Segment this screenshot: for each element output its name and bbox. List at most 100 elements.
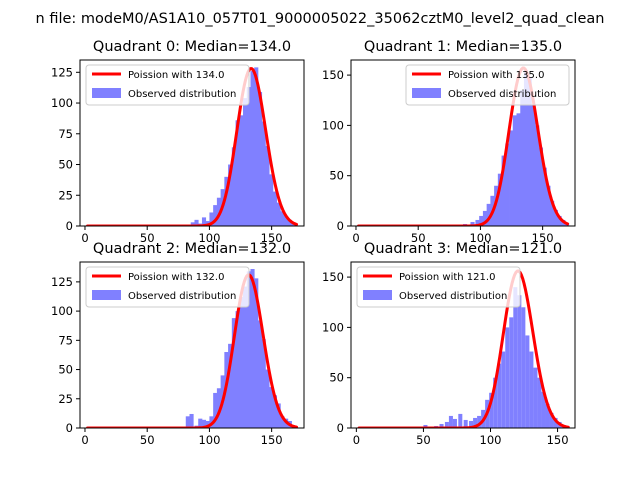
histogram-bar — [541, 391, 546, 428]
histogram-bar — [501, 351, 506, 428]
histogram-bar — [505, 327, 510, 428]
legend-line-label: Poission with 134.0 — [128, 70, 224, 81]
histogram-bar — [190, 222, 195, 226]
histogram-bar — [505, 143, 510, 226]
legend-hist-swatch — [363, 290, 392, 300]
y-tick-label: 125 — [51, 65, 73, 79]
x-tick-label: 150 — [261, 433, 283, 447]
axes-frame — [350, 261, 576, 429]
chart-panel-3: 0 50 100 150 0 50 100 150 Quadrant 3: Median=121… — [322, 241, 576, 447]
histogram-bar — [257, 320, 263, 428]
histogram-bar — [516, 113, 521, 226]
histogram-bar — [493, 377, 498, 428]
legend-line-label: Poission with 121.0 — [399, 272, 495, 283]
x-tick-label: 100 — [198, 433, 220, 447]
histogram-bar — [469, 420, 474, 428]
y-tick-label: 50 — [329, 371, 344, 385]
chart-title: Quadrant 2: Median=132.0 — [93, 241, 291, 257]
x-tick-label: 0 — [353, 433, 360, 447]
histogram-bar — [523, 70, 529, 226]
y-tick-label: 150 — [322, 68, 344, 82]
y-tick-label: 0 — [337, 421, 344, 435]
legend: Poission with 134.0 Observed distribution — [85, 64, 250, 106]
histogram-bar — [545, 403, 550, 428]
legend-hist-swatch — [412, 88, 441, 98]
histogram-bar — [228, 343, 233, 428]
legend-hist-label: Observed distribution — [128, 291, 236, 302]
y-tick-label: 150 — [322, 270, 344, 284]
histogram-bar — [521, 307, 526, 428]
legend-line-label: Poission with 132.0 — [128, 272, 224, 283]
histogram-bar — [501, 155, 506, 226]
x-tick-label: 0 — [81, 433, 88, 447]
histogram-bar — [444, 421, 449, 428]
y-tick-label: 100 — [51, 96, 73, 110]
histogram-bar — [265, 369, 270, 428]
x-tick-label: 150 — [532, 231, 554, 245]
chart-panel-0: 0 50 100 150 0 25 50 75 100 125 Quadrant 0: Median… — [51, 39, 305, 245]
histogram-bar — [265, 146, 270, 226]
x-tick-label: 50 — [416, 433, 431, 447]
histogram-bar — [549, 412, 554, 428]
histogram-bar — [477, 415, 482, 428]
histogram-bar — [235, 311, 240, 428]
legend-line-label: Poission with 135.0 — [448, 70, 544, 81]
y-tick-label: 100 — [322, 118, 344, 132]
histogram-bar — [512, 115, 517, 226]
y-tick-label: 50 — [58, 363, 73, 377]
chart-title: Quadrant 3: Median=121.0 — [364, 241, 562, 257]
histogram-bar — [228, 164, 233, 226]
histogram-bar — [475, 219, 480, 226]
y-tick-label: 100 — [322, 320, 344, 334]
histogram-bar — [448, 415, 453, 428]
histogram-bar — [261, 121, 266, 226]
y-tick-label: 0 — [66, 219, 73, 233]
histogram-bar — [529, 351, 534, 428]
legend-hist-swatch — [92, 290, 121, 300]
histogram-bar — [254, 278, 259, 428]
axes-frame — [79, 261, 305, 429]
histogram-bar — [280, 416, 285, 428]
histogram-bar — [209, 212, 214, 226]
histogram-bar — [201, 419, 207, 428]
histogram-bar — [205, 420, 210, 428]
histogram-bar — [201, 217, 207, 226]
histogram-bar — [239, 297, 244, 428]
histogram-bar — [486, 203, 491, 226]
histogram-bar — [194, 219, 199, 226]
y-tick-label: 100 — [51, 304, 73, 318]
legend-box — [405, 64, 570, 106]
x-tick-label: 100 — [480, 433, 502, 447]
histogram-bar — [509, 317, 514, 428]
y-tick-label: 0 — [66, 421, 73, 435]
histogram-bar — [470, 221, 475, 226]
histogram-bar — [535, 125, 540, 226]
x-tick-label: 50 — [411, 231, 426, 245]
histogram-bar — [235, 120, 240, 226]
x-tick-label: 150 — [261, 231, 283, 245]
y-tick-label: 25 — [58, 392, 73, 406]
chart-panel-2: 0 50 100 150 0 25 50 75 100 125 Quadrant 2: Median… — [51, 241, 305, 447]
histogram-bar — [231, 318, 236, 428]
x-tick-label: 0 — [81, 231, 88, 245]
histogram-bar — [213, 392, 218, 428]
y-tick-label: 75 — [58, 127, 73, 141]
x-tick-label: 100 — [469, 231, 491, 245]
axes-frame — [79, 59, 305, 227]
histogram-bar — [250, 269, 255, 428]
legend: Poission with 135.0 Observed distribution — [405, 64, 570, 106]
histogram-bar — [553, 209, 558, 226]
histogram-bar — [198, 418, 203, 428]
legend: Poission with 132.0 Observed distribution — [85, 266, 250, 308]
histogram-bar — [509, 130, 514, 226]
histogram-bar — [257, 91, 263, 226]
x-tick-label: 50 — [140, 433, 155, 447]
histogram-bar — [250, 71, 255, 226]
histogram-bar — [269, 387, 274, 428]
y-tick-label: 50 — [329, 169, 344, 183]
histogram-bar — [213, 205, 218, 226]
histogram-bar — [423, 424, 428, 428]
x-tick-label: 0 — [352, 231, 359, 245]
histogram-bar — [246, 271, 251, 428]
